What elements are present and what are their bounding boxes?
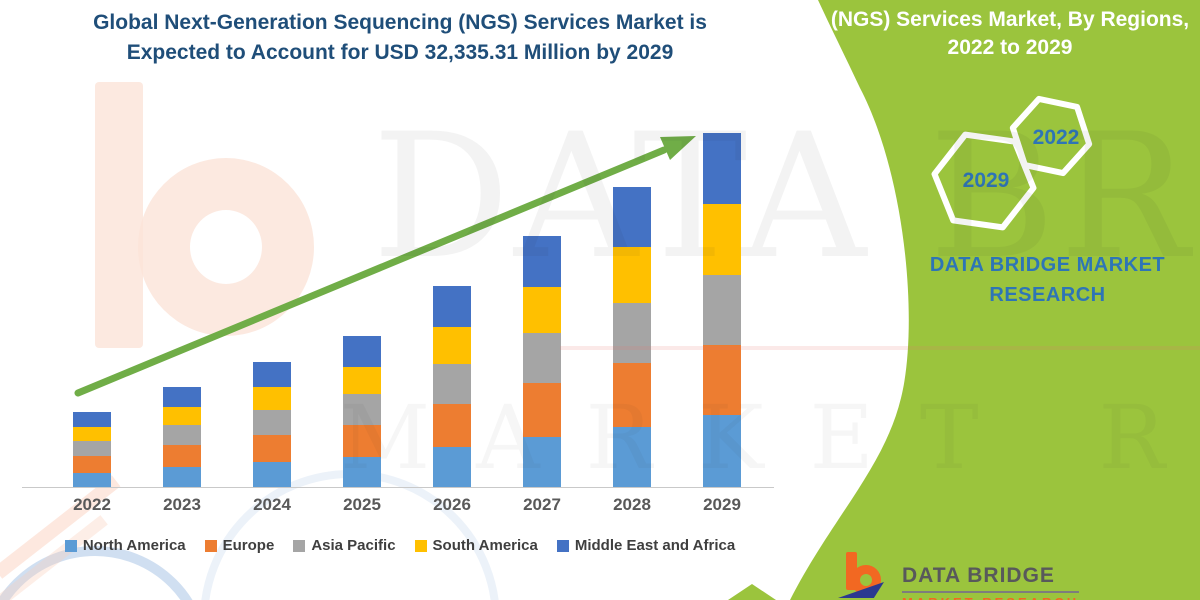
- bar-segment: [73, 427, 111, 442]
- chart-title-line2: Expected to Account for USD 32,335.31 Mi…: [126, 41, 674, 65]
- bar-segment: [343, 394, 381, 425]
- bar-segment: [523, 436, 561, 487]
- legend-swatch-icon: [414, 539, 427, 552]
- bar-segment: [253, 387, 291, 411]
- bar-segment: [613, 427, 651, 487]
- bar-segment: [703, 345, 741, 416]
- chart-title-line1: Global Next-Generation Sequencing (NGS) …: [93, 11, 707, 34]
- bar-segment: [703, 415, 741, 487]
- bar-segment: [253, 434, 291, 463]
- legend-swatch-icon: [204, 539, 217, 552]
- bar-segment: [703, 203, 741, 276]
- bar-segment: [703, 133, 741, 204]
- legend-item: Asia Pacific: [293, 537, 396, 554]
- x-tick-label: 2025: [343, 495, 381, 514]
- bar-segment: [433, 363, 471, 405]
- legend-swatch-icon: [293, 539, 306, 552]
- legend-label: North America: [82, 537, 186, 554]
- bar-segment: [73, 456, 111, 473]
- bar-segment: [703, 275, 741, 346]
- bar-segment: [343, 424, 381, 457]
- bar-segment: [163, 386, 201, 408]
- x-tick-label: 2029: [703, 495, 741, 514]
- bar-segment: [163, 425, 201, 446]
- x-tick-label: 2023: [163, 495, 201, 514]
- bar-segment: [343, 336, 381, 367]
- logo-bar-shape: [846, 552, 857, 590]
- legend-item: South America: [414, 537, 538, 554]
- x-tick-label: 2024: [253, 495, 291, 514]
- bar-segment: [433, 326, 471, 364]
- bar-segment: [523, 235, 561, 287]
- x-tick-label: 2028: [613, 495, 651, 514]
- x-axis-line: [22, 487, 774, 488]
- bar-segment: [163, 466, 201, 487]
- bar-segment: [73, 441, 111, 457]
- hexagon-year-2022: 2022: [1032, 126, 1080, 149]
- side-panel-heading-line1: (NGS) Services Market, By Regions,: [830, 8, 1190, 31]
- legend-label: Europe: [222, 537, 275, 554]
- chart-title: Global Next-Generation Sequencing (NGS) …: [20, 8, 780, 69]
- side-panel-heading: (NGS) Services Market, By Regions, 2022 …: [830, 6, 1190, 63]
- panel-brand-line2: RESEARCH: [989, 284, 1106, 306]
- bar-segment: [253, 462, 291, 487]
- panel-brand-text: DATA BRIDGE MARKET RESEARCH: [905, 250, 1190, 310]
- bar-segment: [343, 456, 381, 487]
- bar-segment: [163, 407, 201, 426]
- bar-segment: [433, 446, 471, 487]
- bar-segment: [73, 472, 111, 487]
- x-tick-label: 2027: [523, 495, 561, 514]
- bar-segment: [343, 366, 381, 395]
- side-panel-heading-line2: 2022 to 2029: [947, 36, 1073, 60]
- footer-text: DATA BRIDGE MARKET RESEARCH: [902, 564, 1080, 600]
- footer-sub: MARKET RESEARCH: [902, 595, 1079, 600]
- bar-segment: [163, 445, 201, 467]
- legend-item: Europe: [204, 537, 275, 554]
- legend-swatch-icon: [64, 539, 77, 552]
- legend-item: North America: [64, 537, 186, 554]
- bar-segment: [523, 383, 561, 437]
- footer-logo: DATA BRIDGE MARKET RESEARCH: [838, 552, 1080, 600]
- bar-segment: [433, 285, 471, 327]
- hexagon-2022-icon: [1009, 95, 1093, 177]
- bar-segment: [613, 247, 651, 304]
- legend-swatch-icon: [556, 539, 569, 552]
- legend: North America Europe Asia Pacific South Ame…: [20, 537, 780, 554]
- legend-item: Middle East and Africa: [556, 537, 736, 554]
- bar-segment: [73, 412, 111, 428]
- x-tick-label: 2022: [73, 495, 111, 514]
- panel-brand-line1: DATA BRIDGE MARKET: [929, 254, 1166, 276]
- bar-segment: [253, 361, 291, 388]
- data-bridge-logo-icon: [838, 552, 890, 600]
- bar-segment: [613, 363, 651, 427]
- hexagon-year-2029: 2029: [962, 169, 1010, 192]
- bar-segment: [433, 404, 471, 447]
- bar-segment: [523, 333, 561, 384]
- bar-segment: [523, 286, 561, 334]
- legend-label: Asia Pacific: [311, 537, 396, 554]
- legend-label: Middle East and Africa: [574, 537, 736, 554]
- hexagon-icons: [931, 95, 1093, 231]
- legend-label: South America: [432, 537, 538, 554]
- x-tick-label: 2026: [433, 495, 471, 514]
- bar-segment: [253, 410, 291, 435]
- bar-segment: [613, 186, 651, 248]
- bar-segment: [613, 303, 651, 364]
- footer-brand: DATA BRIDGE: [902, 564, 1080, 593]
